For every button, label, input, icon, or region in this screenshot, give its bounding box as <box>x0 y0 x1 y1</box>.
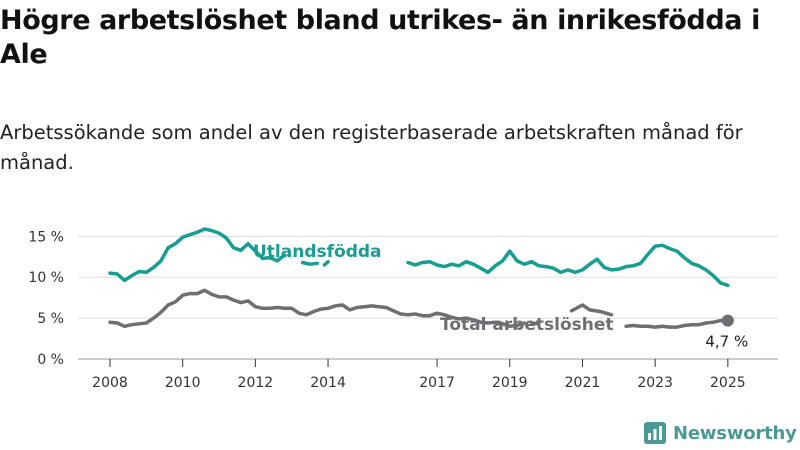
series-line-total <box>529 321 541 326</box>
series-line-total <box>108 288 527 329</box>
y-tick-label: 15 % <box>28 229 64 245</box>
x-tick-label: 2014 <box>310 375 346 391</box>
end-value-label: 4,7 % <box>705 333 748 351</box>
series-label-total: Total arbetslöshet <box>440 315 614 335</box>
series-line-total <box>624 318 730 329</box>
series-label-foreign: Utlandsfödda <box>253 242 382 262</box>
end-point-marker <box>721 314 734 327</box>
y-tick-label: 5 % <box>37 311 64 327</box>
x-tick-label: 2010 <box>165 375 201 391</box>
x-tick-label: 2012 <box>238 375 274 391</box>
y-tick-label: 10 % <box>28 270 64 286</box>
newsworthy-logo-icon <box>644 422 666 444</box>
x-axis-ticks: 2008 2010 2012 2014 2017 2019 2021 2023 2025 <box>92 359 746 391</box>
series-labels: Utlandsfödda Total arbetslöshet 4,7 % <box>253 242 748 351</box>
series-line-total <box>569 303 614 317</box>
gridlines <box>78 235 778 360</box>
brand-name: Newsworthy <box>673 422 797 444</box>
chart-title: Högre arbetslöshet bland utrikes- än inr… <box>0 5 760 70</box>
x-tick-label: 2019 <box>492 375 528 391</box>
series-lines <box>108 227 730 329</box>
brand-logo: Newsworthy <box>644 420 797 446</box>
y-tick-label: 0 % <box>37 352 64 368</box>
series-line-foreign <box>300 260 319 266</box>
x-tick-label: 2023 <box>637 375 673 391</box>
series-line-foreign <box>322 259 330 267</box>
series-line-foreign <box>406 243 730 288</box>
x-tick-label: 2025 <box>710 375 746 391</box>
y-axis-ticks: 0 % 5 % 10 % 15 % <box>28 229 64 368</box>
series-line-foreign <box>108 227 287 283</box>
x-tick-label: 2008 <box>92 375 128 391</box>
chart-subtitle: Arbetssökande som andel av den registerb… <box>0 121 743 174</box>
x-tick-label: 2017 <box>419 375 455 391</box>
x-tick-label: 2021 <box>565 375 601 391</box>
